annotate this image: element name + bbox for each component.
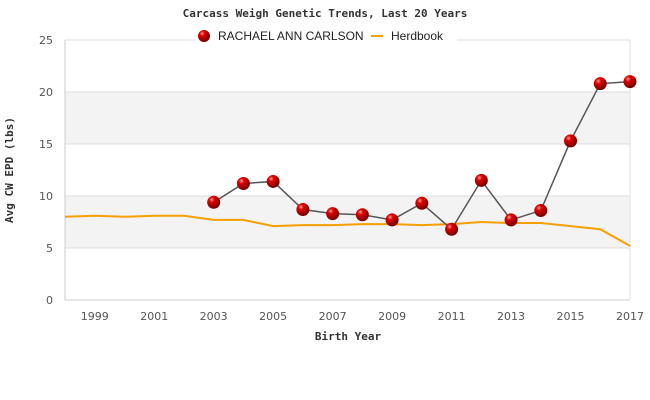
x-tick-label: 1999 [81,310,109,323]
rachael-point [623,75,637,89]
x-tick-label: 2011 [438,310,466,323]
x-tick-label: 2013 [497,310,525,323]
y-tick-label: 15 [39,138,53,151]
y-tick-label: 5 [46,242,53,255]
rachael-point [534,204,548,218]
rachael-point [236,177,250,191]
x-tick-label: 2007 [319,310,347,323]
x-tick-label: 2009 [378,310,406,323]
x-tick-label: 2015 [557,310,585,323]
rachael-point [266,174,280,188]
x-tick-label: 2017 [616,310,644,323]
grid-band [65,196,630,248]
rachael-point [504,213,518,227]
x-axis-label: Birth Year [315,330,382,343]
y-tick-label: 0 [46,294,53,307]
rachael-point [564,134,578,148]
legend-label-rachael: RACHAEL ANN CARLSON [218,29,364,43]
chart-title: Carcass Weigh Genetic Trends, Last 20 Ye… [183,7,468,20]
rachael-point [385,213,399,227]
rachael-point [474,173,488,187]
rachael-point [355,208,369,222]
rachael-point [415,196,429,210]
x-tick-label: 2005 [259,310,287,323]
legend-label-herdbook: Herdbook [391,29,444,43]
rachael-point [207,195,221,209]
legend-background [195,26,457,46]
y-tick-label: 20 [39,86,53,99]
x-tick-label: 2001 [140,310,168,323]
legend-marker-rachael [198,30,210,42]
rachael-point [445,222,459,236]
y-tick-label: 25 [39,34,53,47]
y-axis-label: Avg CW EPD (lbs) [3,117,16,223]
x-tick-label: 2003 [200,310,228,323]
rachael-point [326,207,340,221]
herdbook-line [64,214,631,247]
rachael-point [296,203,310,217]
grid-band [65,92,630,144]
y-tick-label: 10 [39,190,53,203]
rachael-point [593,77,607,91]
